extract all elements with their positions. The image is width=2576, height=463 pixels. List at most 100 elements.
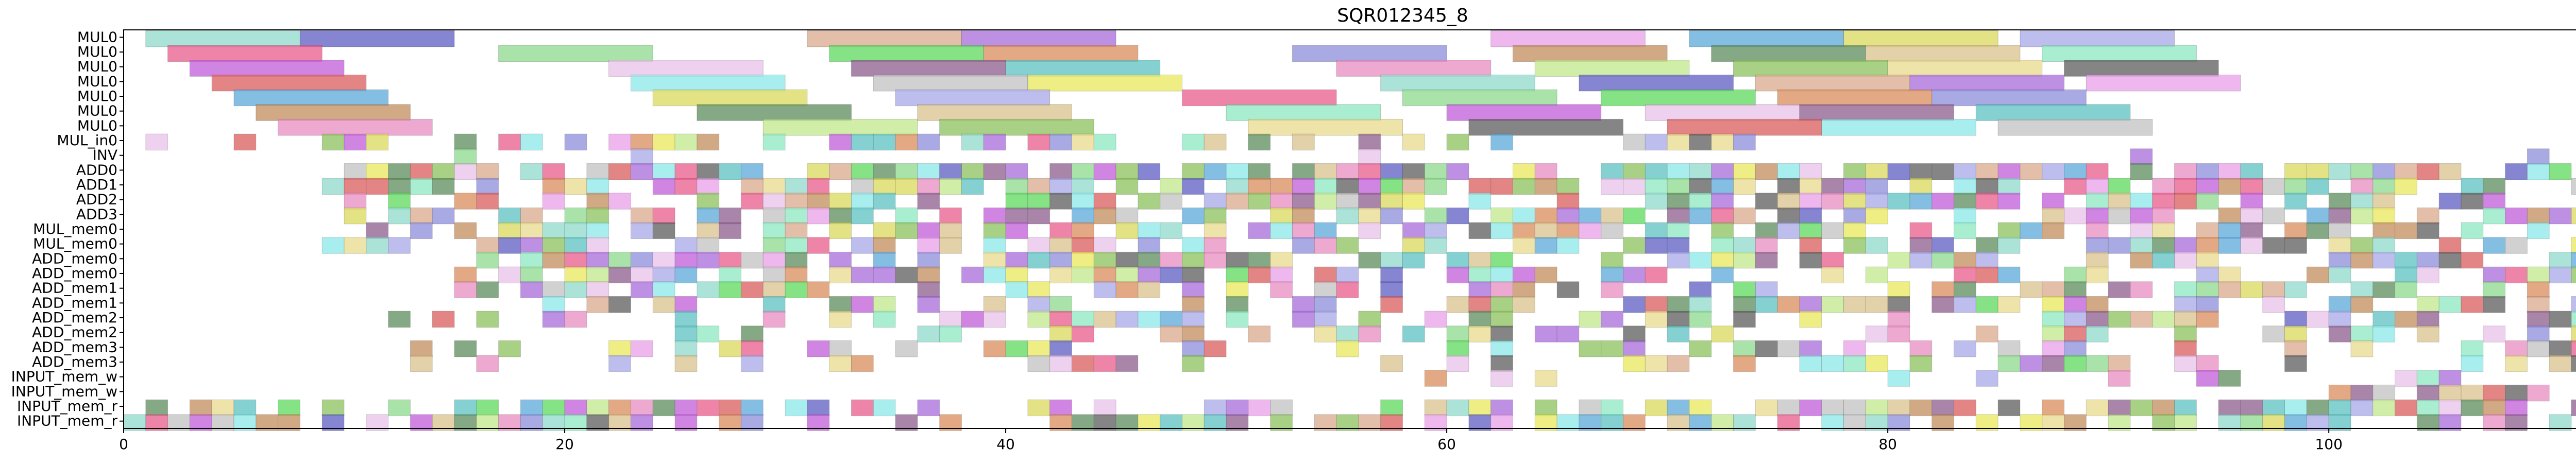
- gantt-cell: [674, 296, 698, 313]
- gantt-cell: [1667, 193, 1690, 210]
- gantt-cell: [1711, 251, 1734, 269]
- gantt-cell: [1424, 163, 1447, 180]
- gantt-cell: [1909, 355, 1933, 372]
- gantt-cell: [740, 251, 764, 269]
- gantt-cell: [1336, 266, 1359, 284]
- gantt-cell: [1711, 237, 1734, 254]
- gantt-cell: [829, 355, 852, 372]
- gantt-cell: [1909, 222, 1933, 239]
- gantt-cell: [1887, 193, 1910, 210]
- gantt-cell: [851, 237, 874, 254]
- gantt-cell: [1468, 193, 1492, 210]
- gantt-cell: [719, 281, 741, 298]
- gantt-cell: [697, 399, 720, 417]
- gantt-cell: [1556, 281, 1580, 298]
- gantt-cell: [674, 399, 698, 417]
- gantt-cell: [1954, 281, 1976, 298]
- gantt-cell: [1821, 399, 1844, 417]
- gantt-cell: [586, 266, 609, 284]
- gantt-cell: [2284, 281, 2307, 298]
- gantt-cell: [917, 237, 940, 254]
- gantt-cell: [2108, 311, 2131, 328]
- gantt-cell: [2196, 281, 2219, 298]
- gantt-cell: [586, 193, 609, 210]
- gantt-cell: [1997, 222, 2021, 239]
- gantt-cell: [1204, 222, 1227, 239]
- gantt-bar: [829, 45, 984, 62]
- gantt-cell: [807, 163, 830, 180]
- gantt-cell: [1270, 399, 1293, 417]
- gantt-cell: [851, 178, 874, 195]
- gantt-cell: [2108, 193, 2131, 210]
- gantt-cell: [1954, 178, 1976, 195]
- gantt-cell: [1865, 325, 1888, 342]
- gantt-cell: [2086, 355, 2109, 372]
- gantt-cell: [1667, 222, 1690, 239]
- gantt-cell: [2395, 222, 2417, 239]
- gantt-cell: [674, 178, 698, 195]
- gantt-cell: [2395, 399, 2417, 417]
- gantt-cell: [1314, 163, 1337, 180]
- chart-title: SQR012345_8: [1337, 5, 1468, 26]
- gantt-cell: [1027, 311, 1050, 328]
- gantt-cell: [1358, 222, 1381, 239]
- gantt-cell: [2284, 325, 2307, 342]
- gantt-cell: [2483, 281, 2506, 298]
- gantt-cell: [1909, 340, 1933, 357]
- gantt-cell: [564, 311, 587, 328]
- gantt-cell: [388, 163, 411, 180]
- gantt-cell: [1049, 222, 1072, 239]
- gantt-cell: [1887, 251, 1910, 269]
- gantt-cell: [498, 266, 521, 284]
- gantt-cell: [1513, 296, 1535, 313]
- gantt-cell: [2306, 222, 2329, 239]
- gantt-cell: [674, 237, 698, 254]
- gantt-cell: [873, 311, 896, 328]
- gantt-cell: [2416, 325, 2439, 342]
- gantt-cell: [917, 178, 940, 195]
- gantt-cell: [873, 133, 896, 151]
- gantt-cell: [1623, 163, 1646, 180]
- gantt-cell: [1027, 193, 1050, 210]
- gantt-cell: [1799, 355, 1822, 372]
- gantt-cell: [476, 281, 499, 298]
- gantt-cell: [1093, 251, 1116, 269]
- gantt-cell: [2086, 311, 2109, 328]
- gantt-cell: [1689, 193, 1712, 210]
- gantt-cell: [1975, 178, 1998, 195]
- gantt-cell: [542, 163, 565, 180]
- gantt-bar: [1181, 89, 1337, 107]
- gantt-cell: [674, 163, 698, 180]
- gantt-cell: [1689, 281, 1712, 298]
- gantt-bar: [697, 104, 852, 121]
- gantt-cell: [1887, 281, 1910, 298]
- gantt-cell: [1490, 340, 1514, 357]
- gantt-cell: [1027, 399, 1050, 417]
- gantt-cell: [652, 207, 675, 225]
- gantt-cell: [2350, 237, 2374, 254]
- gantt-cell: [2350, 296, 2374, 313]
- gantt-cell: [2086, 237, 2109, 254]
- gantt-cell: [2130, 207, 2153, 225]
- gantt-cell: [1181, 237, 1205, 254]
- gantt-cell: [1799, 207, 1822, 225]
- gantt-cell: [2372, 399, 2396, 417]
- gantt-cell: [674, 266, 698, 284]
- gantt-cell: [1336, 325, 1359, 342]
- gantt-cell: [410, 355, 433, 372]
- gantt-cell: [1292, 237, 1315, 254]
- gantt-bar: [895, 89, 1050, 107]
- gantt-cell: [1534, 325, 1557, 342]
- gantt-cell: [1534, 399, 1557, 417]
- gantt-cell: [1204, 251, 1227, 269]
- gantt-cell: [1931, 281, 1955, 298]
- gantt-cell: [1645, 178, 1668, 195]
- gantt-cell: [1093, 311, 1116, 328]
- gantt-cell: [2108, 370, 2131, 387]
- gantt-cell: [2262, 207, 2285, 225]
- gantt-cell: [1623, 133, 1646, 151]
- y-tick-label: MUL0: [77, 43, 117, 60]
- gantt-cell: [410, 163, 433, 180]
- gantt-cell: [2395, 266, 2417, 284]
- gantt-cell: [1865, 296, 1888, 313]
